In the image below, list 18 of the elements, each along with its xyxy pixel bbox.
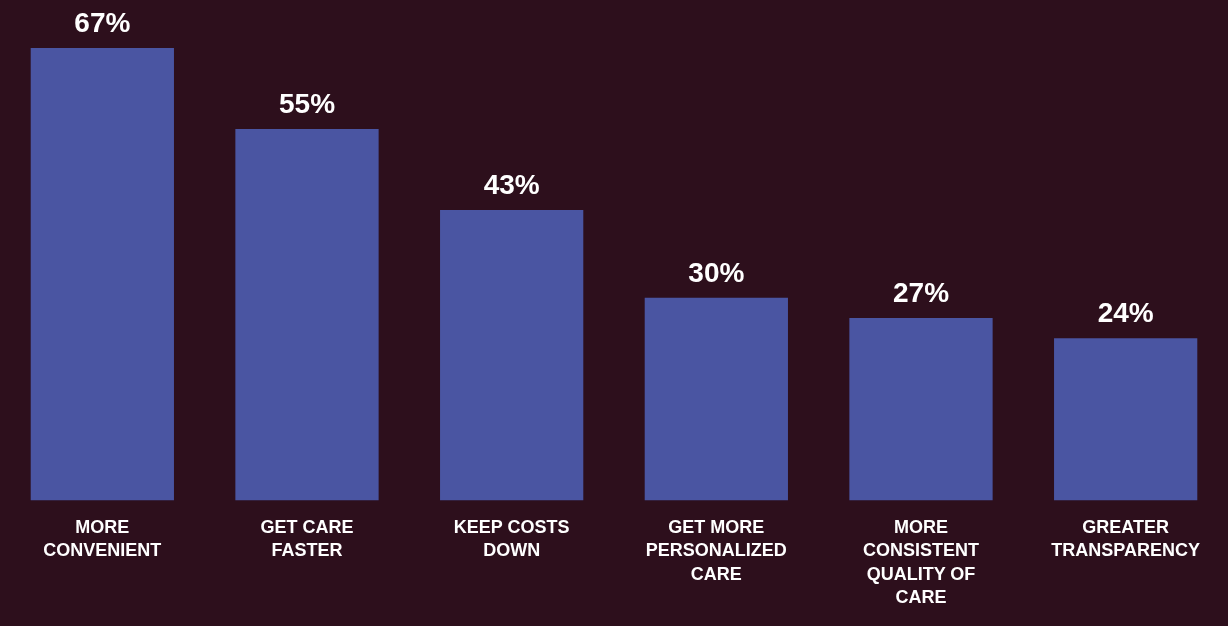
data-label: 67% xyxy=(74,6,131,38)
x-tick-label: GET MORE PERSONALIZED CARE xyxy=(645,517,787,584)
x-tick-label: GREATER TRANSPARENCY xyxy=(1051,517,1201,561)
x-tick-label: MORE CONSISTENT QUALITY OF CARE xyxy=(862,517,980,608)
x-tick-label: MORE CONVENIENT xyxy=(43,517,162,561)
data-label: 24% xyxy=(1097,297,1154,329)
bar xyxy=(30,47,174,501)
bar xyxy=(849,318,993,501)
bar xyxy=(1054,338,1198,501)
bar xyxy=(235,128,379,501)
data-label: 27% xyxy=(892,276,950,308)
x-tick-label: GET CARE FASTER xyxy=(260,517,354,561)
bar xyxy=(440,210,584,501)
data-label: 55% xyxy=(278,87,336,119)
x-tick-label: KEEP COSTS DOWN xyxy=(453,517,570,561)
bar xyxy=(644,297,788,501)
data-label: 30% xyxy=(688,256,745,288)
data-label: 43% xyxy=(483,168,540,200)
